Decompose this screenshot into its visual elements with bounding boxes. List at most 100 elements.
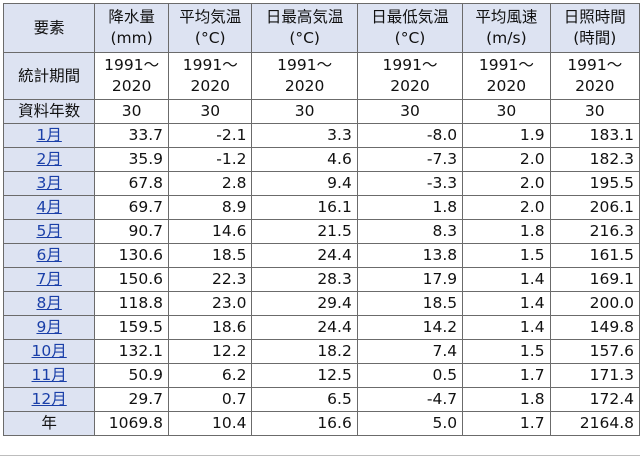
table-row: 3月 67.8 2.8 9.4 -3.3 2.0 195.5: [2, 171, 640, 196]
month-label-cell: 12月: [2, 387, 96, 412]
value-cell: 1.8: [462, 219, 551, 244]
annual-value-cell: 2164.8: [549, 411, 640, 436]
table-row: 8月 118.8 23.0 29.4 18.5 1.4 200.0: [2, 291, 640, 316]
month-link[interactable]: 7月: [36, 270, 62, 288]
month-label-cell: 9月: [2, 315, 96, 340]
annual-value-cell: 5.0: [356, 411, 464, 436]
table-row: 5月 90.7 14.6 21.5 8.3 1.8 216.3: [2, 219, 640, 244]
header-row: 要素 降水量 (mm) 平均気温 (°C) 日最高気温 (°C) 日最低気温 (°C) …: [2, 3, 640, 53]
bottom-divider: [0, 455, 640, 456]
value-cell: 169.1: [549, 267, 640, 292]
value-cell: 23.0: [167, 291, 253, 316]
month-link[interactable]: 8月: [36, 294, 62, 312]
table-row: 10月 132.1 12.2 18.2 7.4 1.5 157.6: [2, 339, 640, 364]
climate-normals-table: 要素 降水量 (mm) 平均気温 (°C) 日最高気温 (°C) 日最低気温 (°C) …: [2, 3, 640, 436]
value-cell: 182.3: [549, 147, 640, 172]
value-cell: 0.5: [356, 363, 464, 388]
month-link[interactable]: 9月: [36, 318, 62, 336]
month-label-cell: 3月: [2, 171, 96, 196]
value-cell: 18.5: [167, 243, 253, 268]
month-link[interactable]: 6月: [36, 246, 62, 264]
month-label-cell: 4月: [2, 195, 96, 220]
value-cell: 1.8: [356, 195, 464, 220]
table-row: 1月 33.7 -2.1 3.3 -8.0 1.9 183.1: [2, 123, 640, 148]
value-cell: 35.9: [94, 147, 169, 172]
month-link[interactable]: 4月: [36, 198, 62, 216]
value-cell: 16.1: [251, 195, 358, 220]
month-label-cell: 6月: [2, 243, 96, 268]
month-link[interactable]: 5月: [36, 222, 62, 240]
value-cell: 3.3: [251, 123, 358, 148]
value-cell: 1.4: [462, 291, 551, 316]
period-cell: 1991〜 2020: [94, 52, 169, 100]
header-precipitation: 降水量 (mm): [94, 3, 169, 53]
header-wind-speed: 平均風速 (m/s): [462, 3, 551, 53]
value-cell: -4.7: [356, 387, 464, 412]
month-link[interactable]: 12月: [31, 390, 67, 408]
month-label-cell: 7月: [2, 267, 96, 292]
value-cell: 183.1: [549, 123, 640, 148]
month-link[interactable]: 3月: [36, 174, 62, 192]
table-row: 4月 69.7 8.9 16.1 1.8 2.0 206.1: [2, 195, 640, 220]
value-cell: 2.0: [462, 147, 551, 172]
header-sunshine: 日照時間 (時間): [549, 3, 640, 53]
value-cell: 0.7: [167, 387, 253, 412]
value-cell: 22.3: [167, 267, 253, 292]
value-cell: 7.4: [356, 339, 464, 364]
value-cell: 29.4: [251, 291, 358, 316]
value-cell: 6.5: [251, 387, 358, 412]
month-link[interactable]: 2月: [36, 150, 62, 168]
value-cell: 130.6: [94, 243, 169, 268]
period-row: 統計期間 1991〜 2020 1991〜 2020 1991〜 2020 1991〜…: [2, 52, 640, 100]
annual-row: 年 1069.8 10.4 16.6 5.0 1.7 2164.8: [2, 411, 640, 436]
table-row: 11月 50.9 6.2 12.5 0.5 1.7 171.3: [2, 363, 640, 388]
value-cell: 1.9: [462, 123, 551, 148]
month-label-cell: 8月: [2, 291, 96, 316]
years-cell: 30: [462, 99, 551, 124]
month-link[interactable]: 11月: [31, 366, 67, 384]
header-max-temp: 日最高気温 (°C): [251, 3, 358, 53]
month-link[interactable]: 1月: [36, 126, 62, 144]
value-cell: 24.4: [251, 315, 358, 340]
value-cell: -1.2: [167, 147, 253, 172]
period-cell: 1991〜 2020: [251, 52, 358, 100]
value-cell: 50.9: [94, 363, 169, 388]
value-cell: 172.4: [549, 387, 640, 412]
value-cell: 13.8: [356, 243, 464, 268]
value-cell: 17.9: [356, 267, 464, 292]
value-cell: 18.6: [167, 315, 253, 340]
value-cell: 2.0: [462, 171, 551, 196]
value-cell: 90.7: [94, 219, 169, 244]
month-label-cell: 10月: [2, 339, 96, 364]
value-cell: 161.5: [549, 243, 640, 268]
month-link[interactable]: 10月: [31, 342, 67, 360]
value-cell: 21.5: [251, 219, 358, 244]
value-cell: -3.3: [356, 171, 464, 196]
years-cell: 30: [94, 99, 169, 124]
month-label-cell: 2月: [2, 147, 96, 172]
annual-value-cell: 1.7: [462, 411, 551, 436]
annual-label: 年: [2, 411, 96, 436]
value-cell: 1.5: [462, 339, 551, 364]
years-cell: 30: [167, 99, 253, 124]
value-cell: -8.0: [356, 123, 464, 148]
value-cell: 69.7: [94, 195, 169, 220]
value-cell: 18.2: [251, 339, 358, 364]
value-cell: 2.8: [167, 171, 253, 196]
value-cell: 171.3: [549, 363, 640, 388]
value-cell: 195.5: [549, 171, 640, 196]
years-label: 資料年数: [2, 99, 96, 124]
annual-value-cell: 1069.8: [94, 411, 169, 436]
value-cell: 1.4: [462, 315, 551, 340]
value-cell: 24.4: [251, 243, 358, 268]
years-cell: 30: [356, 99, 464, 124]
header-min-temp: 日最低気温 (°C): [356, 3, 464, 53]
value-cell: 12.2: [167, 339, 253, 364]
month-label-cell: 5月: [2, 219, 96, 244]
years-cell: 30: [549, 99, 640, 124]
annual-value-cell: 10.4: [167, 411, 253, 436]
value-cell: 14.2: [356, 315, 464, 340]
header-label-cell: 要素: [2, 3, 96, 53]
value-cell: 206.1: [549, 195, 640, 220]
